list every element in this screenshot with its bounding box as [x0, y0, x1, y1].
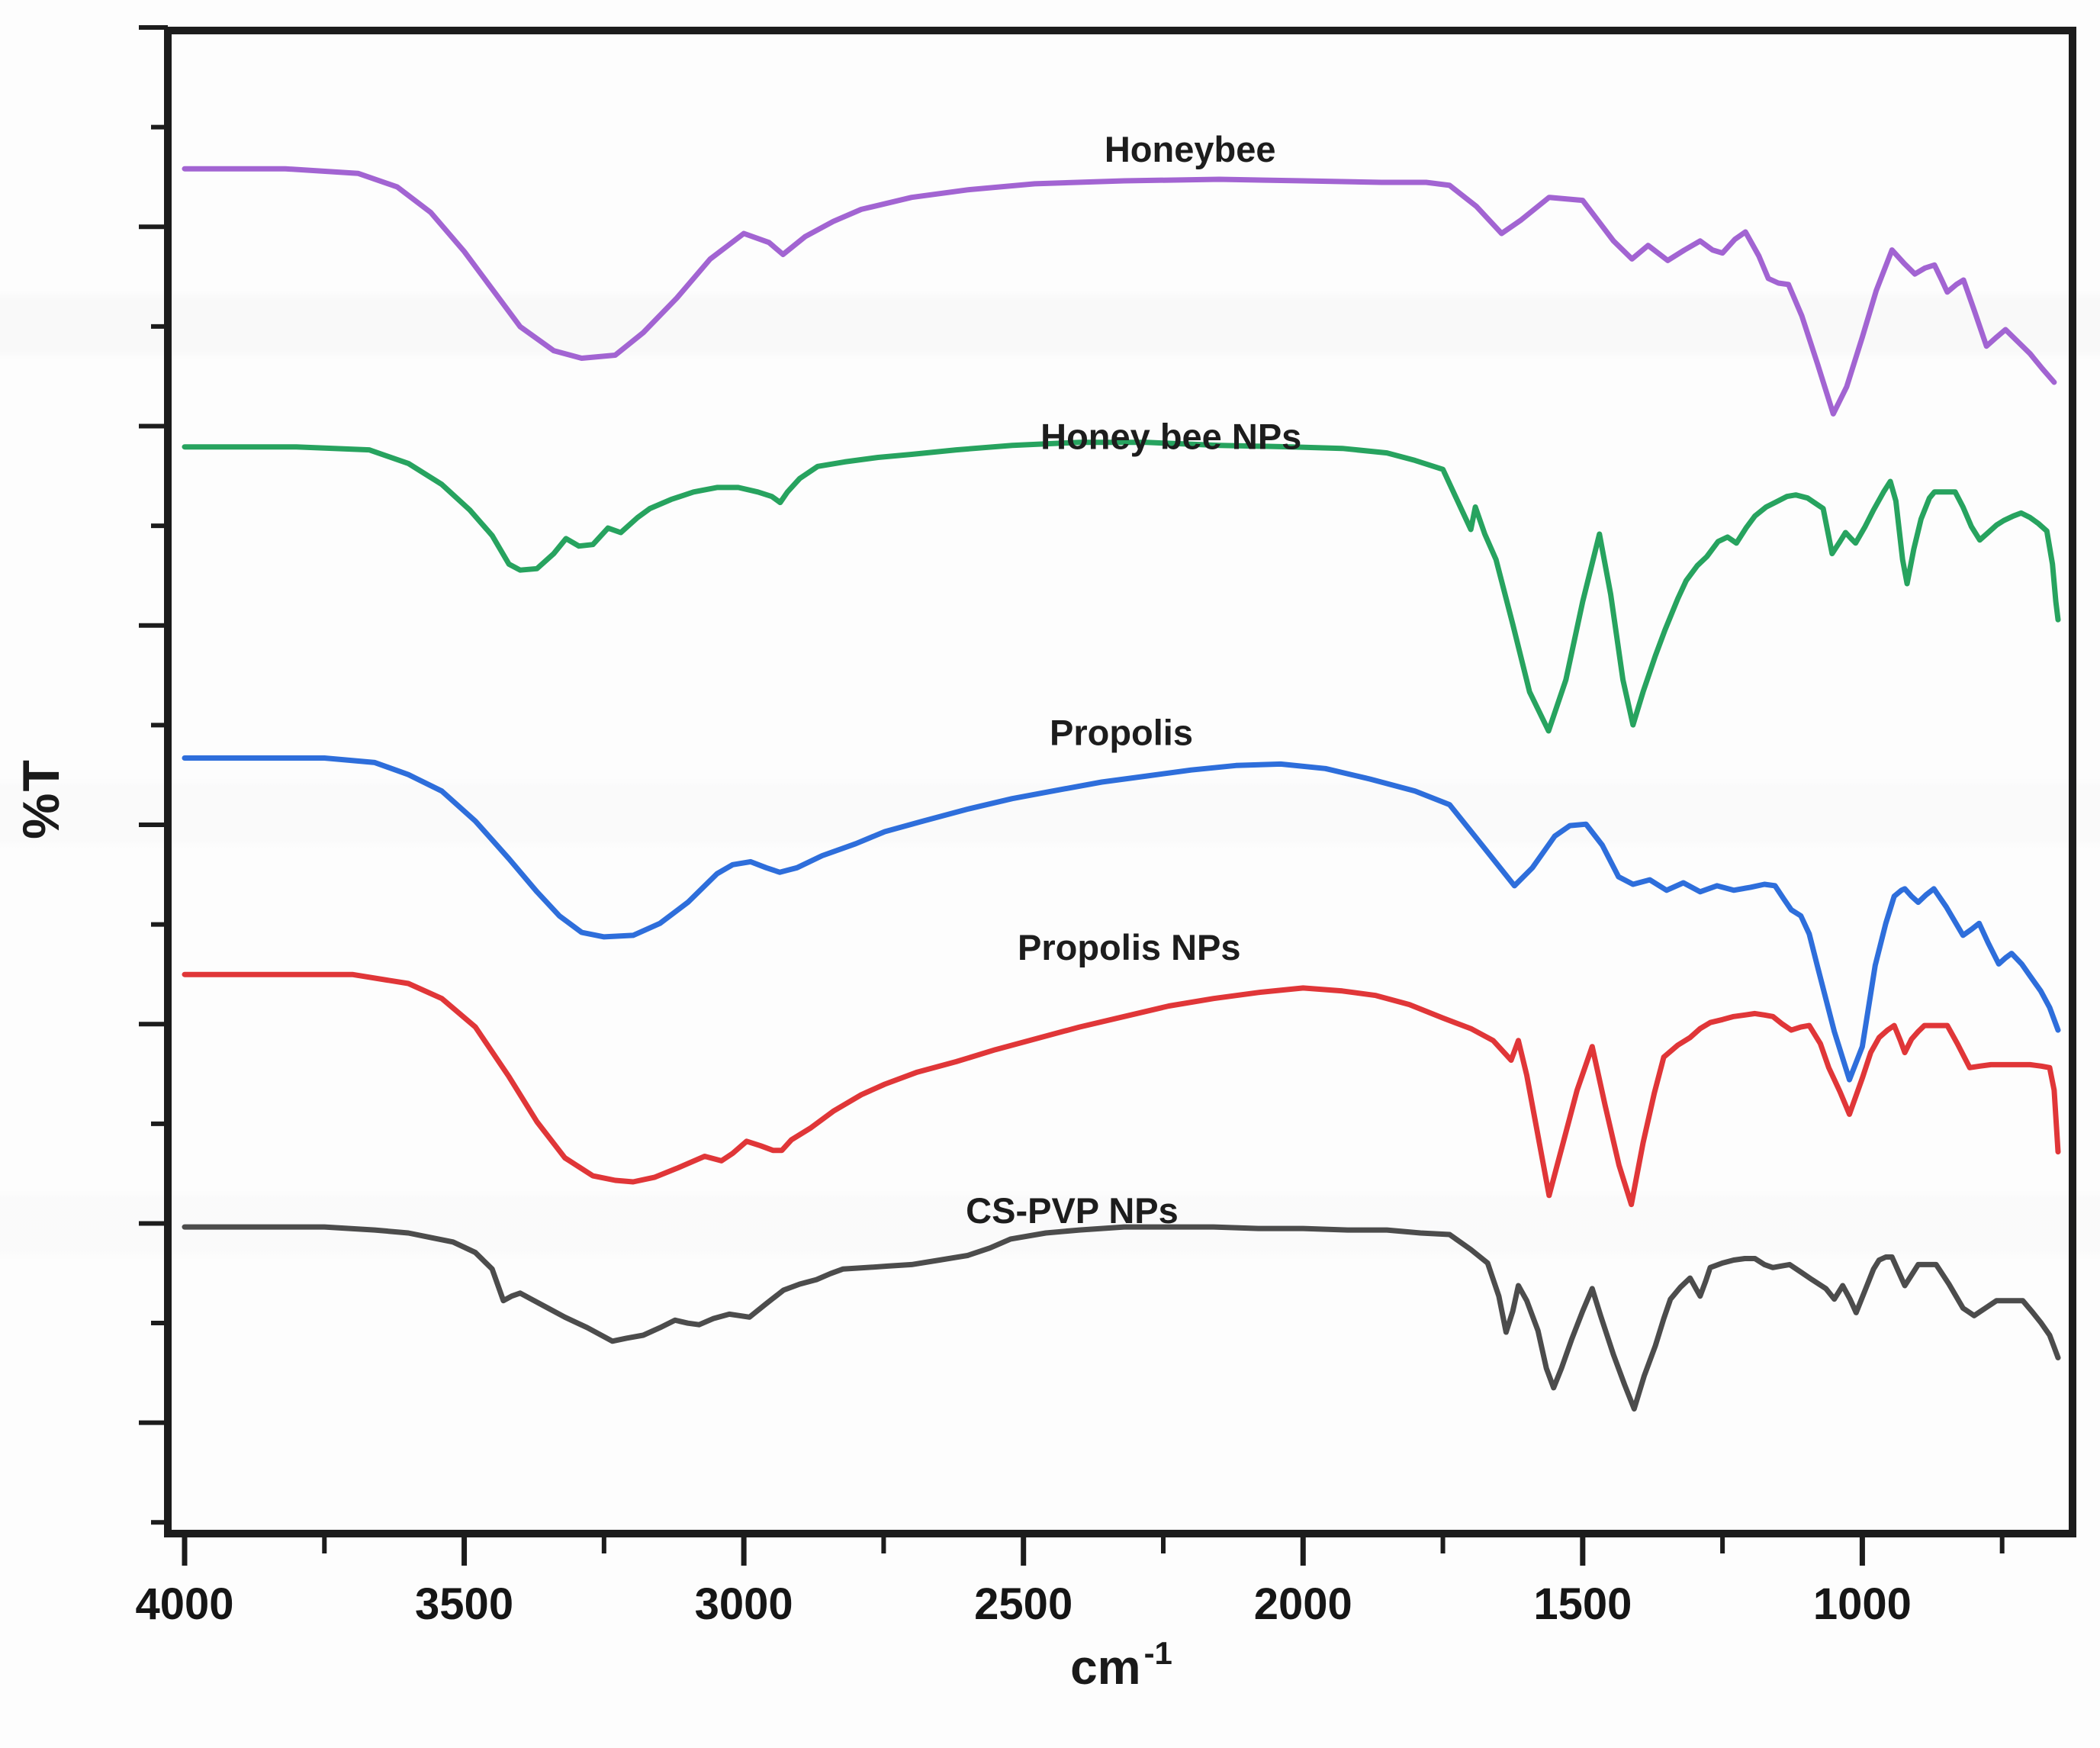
series-curve-propolis-nps	[182, 971, 2061, 1208]
series-label-cs-pvp-nps: CS-PVP NPs	[966, 1190, 1179, 1231]
x-tick-label: 1500	[1533, 1579, 1632, 1629]
x-axis-title: cm-1	[929, 1635, 1310, 1695]
series-label-propolis: Propolis	[1050, 712, 1193, 752]
x-tick-label: 2000	[1254, 1579, 1352, 1629]
series-curve-cs-pvp-nps	[182, 1224, 2061, 1412]
x-axis-title-exponent: -1	[1143, 1635, 1172, 1671]
x-axis-title-base: cm	[1070, 1640, 1141, 1695]
series-label-propolis-nps: Propolis NPs	[1018, 927, 1241, 967]
series-curve-honey-bee-nps	[182, 439, 2061, 734]
series-label-honeybee: Honeybee	[1105, 129, 1276, 169]
x-tick-label: 3000	[695, 1579, 793, 1629]
series-label-honey-bee-nps: Honey bee NPs	[1040, 416, 1301, 456]
x-tick-label: 1000	[1813, 1579, 1912, 1629]
x-tick-label: 2500	[974, 1579, 1073, 1629]
x-tick-label: 4000	[135, 1579, 233, 1629]
y-axis-title: %T	[12, 758, 70, 839]
series-curve-propolis	[182, 755, 2061, 1083]
series-curve-honeybee	[182, 166, 2057, 417]
x-tick-label: 3500	[415, 1579, 513, 1629]
plot-frame	[164, 27, 2076, 1537]
